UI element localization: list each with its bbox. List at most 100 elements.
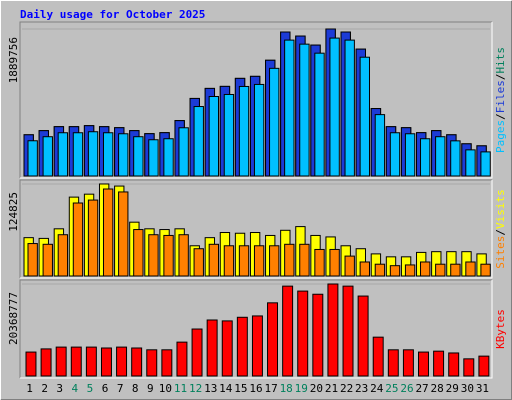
bar — [314, 248, 325, 277]
bar — [374, 114, 386, 177]
bar — [387, 349, 399, 377]
bar — [116, 346, 128, 377]
x-tick-label: 26 — [400, 382, 413, 395]
x-tick-label: 31 — [476, 382, 489, 395]
legend-entry: Visits — [494, 189, 507, 229]
bar — [27, 243, 38, 277]
bar — [299, 243, 310, 277]
bar — [163, 234, 174, 277]
bar — [72, 132, 84, 177]
bar — [402, 349, 414, 377]
bar — [118, 133, 129, 177]
bar — [85, 346, 97, 377]
bar — [221, 320, 233, 377]
bar — [223, 93, 235, 177]
x-tick-label: 11 — [174, 382, 187, 395]
legend-separator: / — [494, 74, 507, 81]
x-tick-label: 17 — [264, 382, 277, 395]
x-tick-label: 27 — [415, 382, 428, 395]
bar — [357, 295, 369, 377]
bar — [344, 39, 355, 177]
x-tick-label: 21 — [325, 382, 338, 395]
bar — [118, 191, 129, 277]
bar — [208, 95, 220, 177]
bar — [374, 263, 386, 277]
bar — [329, 37, 340, 177]
y-tick-label: 124825 — [7, 192, 20, 232]
bar — [269, 245, 280, 277]
bar — [178, 127, 189, 177]
bar — [102, 188, 114, 277]
legend-separator: / — [494, 229, 507, 236]
legend-entry: KBytes — [494, 309, 507, 349]
bar — [420, 261, 431, 277]
legend-entry: Hits — [494, 47, 507, 74]
bar — [161, 349, 173, 377]
bar — [236, 316, 248, 377]
bar — [133, 229, 144, 277]
chart-title: Daily usage for October 2025 — [20, 8, 205, 21]
bar — [42, 136, 53, 177]
x-tick-label: 29 — [446, 382, 459, 395]
bar — [389, 132, 401, 177]
x-tick-label: 14 — [219, 382, 233, 395]
bar — [404, 264, 416, 277]
x-tick-label: 22 — [340, 382, 353, 395]
plot-edge-light — [20, 180, 493, 279]
plot-edge-dark — [19, 179, 492, 278]
x-tick-label: 7 — [117, 382, 124, 395]
bar — [359, 261, 370, 277]
x-tick-label: 24 — [370, 382, 384, 395]
plot-edge-light — [20, 22, 493, 179]
bar — [433, 350, 445, 377]
bar — [327, 283, 339, 377]
bar — [463, 358, 475, 377]
bar — [42, 243, 53, 277]
bar — [480, 263, 491, 277]
x-tick-label: 5 — [87, 382, 94, 395]
plot-edge-dark — [19, 21, 492, 178]
x-tick-label: 23 — [355, 382, 368, 395]
bar — [55, 346, 67, 377]
bar — [208, 243, 220, 277]
x-tick-label: 13 — [204, 382, 217, 395]
bar — [478, 355, 490, 377]
legend: Sites/Visits — [494, 189, 507, 269]
bar — [102, 132, 114, 177]
bar — [404, 133, 416, 177]
bar — [448, 352, 460, 377]
bar — [251, 315, 263, 377]
bar — [148, 234, 159, 277]
bar — [87, 131, 99, 177]
bar — [163, 138, 174, 177]
bar — [100, 347, 112, 377]
bar — [480, 151, 491, 177]
bar — [72, 202, 84, 277]
y-tick-label: 20368777 — [7, 292, 20, 345]
bar — [87, 199, 99, 277]
legend-entry: Pages — [494, 120, 507, 153]
x-tick-label: 30 — [461, 382, 474, 395]
bar — [57, 132, 69, 177]
bar — [70, 346, 82, 377]
bar — [465, 149, 476, 177]
bar — [465, 261, 476, 277]
bar — [148, 139, 159, 177]
bar — [435, 136, 446, 177]
bar — [297, 290, 309, 377]
bar — [284, 39, 295, 177]
bar — [223, 245, 235, 277]
bar — [418, 351, 429, 377]
legend-entry: Files — [494, 80, 507, 113]
bar — [282, 285, 294, 377]
bar — [435, 263, 446, 277]
bar — [206, 319, 218, 377]
bar — [372, 336, 384, 377]
y-tick-label: 1889756 — [7, 37, 20, 83]
x-tick-label: 9 — [147, 382, 154, 395]
legend-entry: Sites — [494, 236, 507, 269]
x-tick-label: 8 — [132, 382, 139, 395]
bar — [25, 351, 37, 377]
x-tick-label: 1 — [26, 382, 33, 395]
